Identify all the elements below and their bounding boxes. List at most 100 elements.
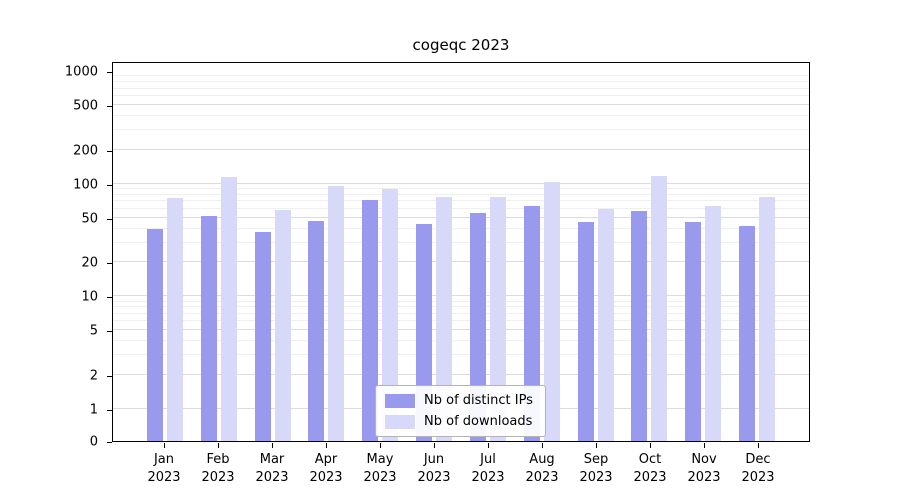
x-tick-mark: [326, 443, 327, 448]
gridline-major: [113, 103, 809, 105]
legend-label-distinct-ips: Nb of distinct IPs: [424, 393, 533, 408]
gridline-major: [113, 148, 809, 150]
gridline-major: [113, 182, 809, 184]
legend: Nb of distinct IPs Nb of downloads: [375, 385, 546, 437]
gridline-minor: [113, 114, 809, 116]
bar-downloads: [166, 197, 183, 441]
x-tick-mark: [218, 443, 219, 448]
gridline-minor: [113, 75, 809, 77]
bar-group-may: [353, 63, 407, 441]
gridline-minor: [113, 354, 809, 356]
gridline-major: [113, 216, 809, 218]
gridline-major: [113, 295, 809, 297]
y-axis: 0 1 2 5 10 20 50 100 200 500 1000: [0, 62, 112, 450]
gridline-minor: [113, 95, 809, 96]
x-tick-mark: [542, 443, 543, 448]
y-tick-label: 2: [89, 368, 98, 384]
bar-downloads: [651, 175, 668, 441]
x-tick-label: May 2023: [363, 452, 397, 485]
y-tick-mark: [107, 263, 112, 265]
x-tick-label: Jul 2023: [471, 452, 505, 485]
gridline-minor: [113, 340, 809, 342]
gridline-minor: [113, 300, 809, 302]
x-tick-label: Aug 2023: [525, 452, 559, 485]
bar-distinct-ips: [308, 220, 325, 441]
x-tick-mark: [650, 443, 651, 448]
y-tick-label: 100: [73, 177, 98, 193]
x-tick-mark: [272, 443, 273, 448]
gridline-minor: [113, 187, 809, 189]
x-tick-mark: [704, 443, 705, 448]
y-tick-label: 10: [81, 289, 98, 305]
x-tick-mark: [164, 443, 165, 448]
x-tick-label: Jun 2023: [417, 452, 451, 485]
x-tick-label: Jan 2023: [147, 452, 181, 485]
y-tick-label: 50: [81, 211, 98, 227]
x-tick-label: Feb 2023: [201, 452, 235, 485]
bar-distinct-ips: [254, 232, 271, 441]
x-tick-label: Apr 2023: [309, 452, 343, 485]
y-tick-label: 5: [89, 323, 98, 339]
x-tick-label: Oct 2023: [633, 452, 667, 485]
gridline-minor: [113, 207, 809, 209]
y-tick-label: 1: [89, 402, 98, 418]
bar-downloads: [382, 189, 399, 441]
bar-distinct-ips: [685, 221, 702, 441]
gridline-minor: [113, 312, 809, 314]
gridline-minor: [113, 128, 809, 130]
legend-swatch-distinct-ips: [385, 393, 415, 408]
x-tick-label: Nov 2023: [687, 452, 721, 485]
bar-downloads: [220, 176, 237, 441]
y-tick-mark: [107, 105, 112, 107]
x-tick-mark: [380, 443, 381, 448]
y-tick-mark: [107, 150, 112, 152]
bar-distinct-ips: [469, 212, 486, 441]
gridline-minor: [113, 241, 809, 243]
y-tick-mark: [107, 442, 112, 443]
x-axis: Jan 2023 Feb 2023 Mar 2023 Apr 2023 May 2023 Jun 20…: [112, 443, 810, 493]
bar-distinct-ips: [739, 226, 756, 441]
y-tick-mark: [107, 218, 112, 220]
bar-group-dec: [730, 63, 784, 441]
legend-item-distinct-ips: Nb of distinct IPs: [385, 393, 533, 408]
x-labels: Jan 2023 Feb 2023 Mar 2023 Apr 2023 May 2023 Jun 20…: [112, 451, 810, 486]
bar-group-nov: [676, 63, 730, 441]
x-tick-mark: [596, 443, 597, 448]
bar-group-apr: [299, 63, 353, 441]
x-tick-label: Dec 2023: [741, 452, 775, 485]
y-tick-label: 500: [73, 98, 98, 114]
bar-group-aug: [515, 63, 569, 441]
legend-item-downloads: Nb of downloads: [385, 414, 533, 429]
plot-area: Nb of distinct IPs Nb of downloads: [112, 62, 810, 442]
gridline-major: [113, 261, 809, 263]
bar-downloads: [759, 197, 776, 441]
bar-distinct-ips: [362, 199, 379, 441]
bar-distinct-ips: [523, 206, 540, 441]
bar-group-sep: [569, 63, 623, 441]
x-tick-mark: [434, 443, 435, 448]
gridline-minor: [113, 80, 809, 82]
y-tick-mark: [107, 72, 112, 73]
y-tick-mark: [107, 331, 112, 333]
gridline-major: [113, 374, 809, 376]
bar-distinct-ips: [146, 228, 163, 441]
legend-label-downloads: Nb of downloads: [424, 414, 533, 429]
bar-downloads: [274, 210, 291, 441]
bar-group-mar: [246, 63, 300, 441]
gridline-minor: [113, 87, 809, 89]
bar-group-jul: [461, 63, 515, 441]
bar-downloads: [328, 185, 345, 441]
gridline-minor: [113, 193, 809, 195]
gridline-minor: [113, 200, 809, 202]
bar-downloads: [597, 208, 614, 441]
y-tick-mark: [107, 184, 112, 186]
bar-group-feb: [192, 63, 246, 441]
gridlines: [113, 63, 809, 441]
gridline-minor: [113, 320, 809, 322]
gridline-minor: [113, 227, 809, 229]
y-tick-label: 200: [73, 143, 98, 159]
bar-group-oct: [622, 63, 676, 441]
bar-group-jan: [138, 63, 192, 441]
legend-swatch-downloads: [385, 414, 415, 429]
